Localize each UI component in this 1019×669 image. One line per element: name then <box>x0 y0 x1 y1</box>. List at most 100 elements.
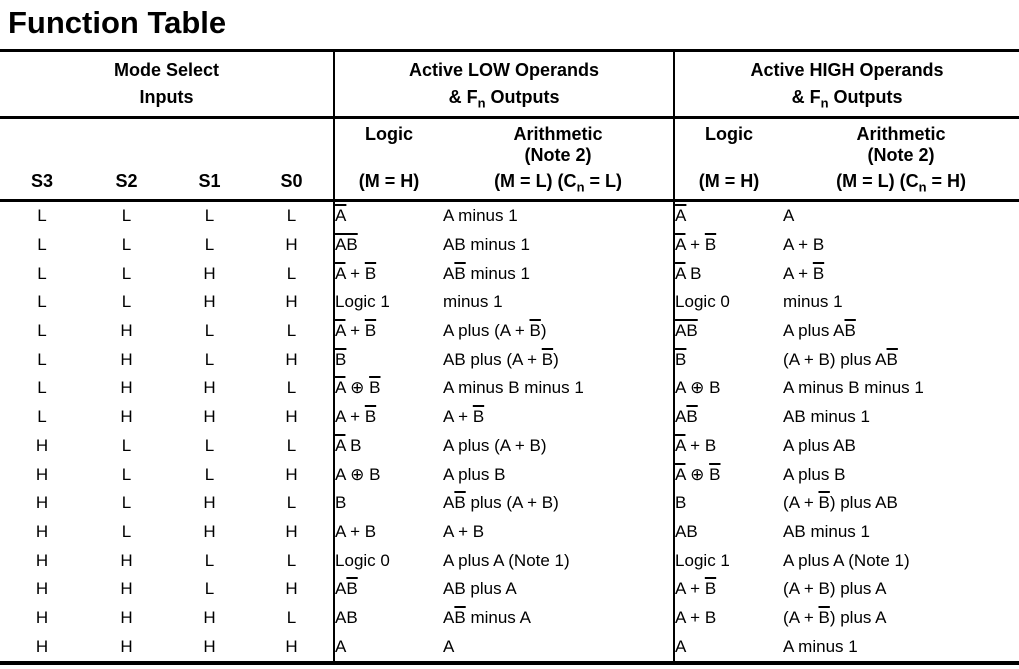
high-arith-cell: A + B <box>783 235 825 255</box>
table-row: H H H L AB AB minus A A + B (A + B) plus A <box>0 603 1019 633</box>
mode-select-s3-cell: L <box>37 378 47 398</box>
mode-select-s0-cell: L <box>286 321 297 341</box>
high-logic-cell: A + B <box>673 603 784 633</box>
high-logic-condition: (M = H) <box>698 171 760 191</box>
mode-select-s3-cell: L <box>37 407 47 427</box>
high-arith-cell: A <box>783 206 795 226</box>
mode-select-s1-cell: L <box>204 321 215 341</box>
mode-select-s3-cell: L <box>37 349 47 369</box>
low-logic-cell: A <box>333 632 444 663</box>
mode-select-s0-cell: L <box>286 378 297 398</box>
low-logic-subheader: Logic (M = H) <box>333 117 444 202</box>
high-arith-cell: A minus B minus 1 <box>783 378 924 398</box>
mode-select-s0-cell: L <box>286 607 297 627</box>
high-arith-condition: (M = L) (Cn = H) <box>836 171 967 195</box>
column-header-s2: S2 <box>84 117 169 202</box>
low-logic-cell: A ⊕ B <box>333 374 444 403</box>
mode-select-s2-cell: L <box>121 206 132 226</box>
mode-select-s2-cell: H <box>120 378 133 398</box>
low-logic-cell: A + B <box>333 259 444 289</box>
mode-select-s1-cell: H <box>203 521 216 541</box>
low-logic-cell: Logic 0 <box>333 546 444 575</box>
high-arith-cell: A minus 1 <box>783 636 858 656</box>
high-arith-cell: AB minus 1 <box>783 521 870 541</box>
mode-select-s1-cell: L <box>204 349 215 369</box>
table-row: L H L H B AB plus (A + B) B (A + B) plus AB <box>0 345 1019 375</box>
mode-select-s3-cell: H <box>35 493 49 513</box>
mode-select-group-header: Mode Select Inputs <box>0 50 335 119</box>
mode-select-s2-cell: L <box>121 235 132 255</box>
mode-select-s1-cell: H <box>203 407 216 427</box>
low-arith-cell: AB plus A <box>443 579 517 599</box>
high-arith-cell: A + B <box>783 263 825 283</box>
mode-select-s0-cell: L <box>286 435 297 455</box>
mode-select-s1-cell: H <box>203 263 216 283</box>
low-arith-cell: AB minus 1 <box>443 235 530 255</box>
high-logic-cell: A + B <box>673 230 784 260</box>
mode-select-s3-cell: H <box>35 550 49 570</box>
mode-select-s0-cell: H <box>285 292 298 312</box>
mode-select-s3-cell: H <box>35 521 49 541</box>
low-arith-cell: A <box>443 636 455 656</box>
low-arith-cell: A minus 1 <box>443 206 518 226</box>
mode-select-s0-cell: H <box>285 636 298 656</box>
low-logic-cell: A B <box>333 431 444 461</box>
mode-select-s2-cell: L <box>121 292 132 312</box>
high-arith-cell: (A + B) plus A <box>783 607 887 627</box>
s1-label: S1 <box>198 171 221 191</box>
high-arith-cell: (A + B) plus AB <box>783 349 898 369</box>
mode-select-s3-cell: H <box>35 435 49 455</box>
high-logic-label: Logic <box>705 124 754 144</box>
mode-select-s1-cell: H <box>203 607 216 627</box>
low-arith-cell: A + B <box>443 521 485 541</box>
mode-select-line1: Mode Select <box>114 60 220 80</box>
low-arith-cell: A plus B <box>443 464 506 484</box>
low-arith-note: (Note 2) <box>524 145 592 165</box>
mode-select-s2-cell: H <box>120 407 133 427</box>
low-logic-cell: A + B <box>333 316 444 346</box>
active-high-line1: Active HIGH Operands <box>750 60 944 80</box>
mode-select-s0-cell: H <box>285 521 298 541</box>
low-arith-cell: minus 1 <box>443 292 503 312</box>
mode-select-s3-cell: H <box>35 636 49 656</box>
table-row: H H L H AB AB plus A A + B (A + B) plus A <box>0 574 1019 604</box>
mode-select-s0-cell: H <box>285 407 298 427</box>
high-arith-cell: (A + B) plus A <box>783 579 887 599</box>
mode-select-line2: Inputs <box>139 87 194 107</box>
mode-select-s0-cell: H <box>285 579 298 599</box>
datasheet-page: { "colors": { "background": "#ffffff", "… <box>0 5 1019 669</box>
high-arith-cell: minus 1 <box>783 292 843 312</box>
low-logic-cell: A + B <box>333 402 444 432</box>
active-low-line1: Active LOW Operands <box>409 60 600 80</box>
s3-label: S3 <box>30 171 54 191</box>
low-logic-condition: (M = H) <box>358 171 420 191</box>
mode-select-s2-cell: L <box>121 521 132 541</box>
mode-select-s3-cell: H <box>35 607 49 627</box>
mode-select-s2-cell: H <box>120 349 133 369</box>
table-row: L L H H Logic 1 minus 1 Logic 0 minus 1 <box>0 288 1019 317</box>
group-header-row: Mode Select Inputs Active LOW Operands &… <box>0 50 1019 119</box>
high-logic-cell: AB <box>673 517 784 547</box>
mode-select-s0-cell: L <box>286 493 297 513</box>
active-high-line2: & Fn Outputs <box>791 87 903 111</box>
low-arith-label: Arithmetic <box>513 124 603 144</box>
mode-select-s1-cell: L <box>204 206 215 226</box>
low-logic-cell: B <box>333 345 444 375</box>
active-low-group-header: Active LOW Operands & Fn Outputs <box>333 50 675 119</box>
mode-select-s2-cell: L <box>121 464 132 484</box>
mode-select-s3-cell: L <box>37 206 47 226</box>
low-logic-cell: A <box>333 200 444 231</box>
low-arith-condition: (M = L) (Cn = L) <box>494 171 622 195</box>
mode-select-s2-cell: L <box>121 493 132 513</box>
high-arith-cell: A plus B <box>783 464 846 484</box>
mode-select-s1-cell: L <box>204 464 215 484</box>
mode-select-s2-cell: H <box>120 636 133 656</box>
high-logic-cell: A B <box>673 259 784 289</box>
high-logic-cell: A + B <box>673 574 784 604</box>
mode-select-s1-cell: L <box>204 235 215 255</box>
